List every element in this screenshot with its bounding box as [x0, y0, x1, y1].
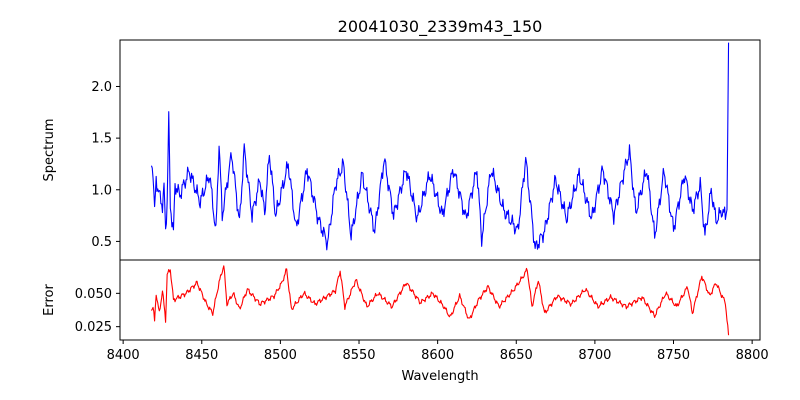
error-axes-frame	[119, 259, 761, 341]
x-tick-label: 8700	[578, 348, 611, 363]
x-tick-label: 8750	[657, 348, 690, 363]
chart-title: 20041030_2339m43_150	[338, 17, 543, 37]
spectrum-y-tick-label: 0.5	[91, 235, 112, 250]
x-ticks: 8400 8450 8500 8550 8600 8650 8700 8750 8800	[107, 340, 769, 363]
x-tick-label: 8400	[107, 348, 140, 363]
x-tick-label: 8650	[500, 348, 533, 363]
x-tick-label: 8450	[185, 348, 218, 363]
spectrum-y-tick-label: 1.5	[91, 132, 112, 147]
x-tick-label: 8550	[342, 348, 375, 363]
error-y-axis-label: Error	[42, 284, 57, 316]
x-tick-label: 8800	[736, 348, 769, 363]
spectrum-series	[150, 42, 730, 251]
spectrum-y-ticks: 0.5 1.0 1.5 2.0	[91, 80, 120, 250]
error-y-ticks: 0.025 0.050	[75, 287, 120, 335]
error-panel: 0.025 0.050 Error	[42, 259, 761, 341]
error-series	[150, 265, 730, 336]
x-tick-label: 8600	[421, 348, 454, 363]
spectrum-y-tick-label: 1.0	[91, 183, 112, 198]
error-y-tick-label: 0.050	[75, 287, 112, 302]
spectrum-series-line	[150, 42, 730, 251]
spectrum-y-tick-label: 2.0	[91, 80, 112, 95]
x-tick-label: 8500	[264, 348, 297, 363]
x-axis-label: Wavelength	[401, 369, 478, 384]
error-y-tick-label: 0.025	[75, 320, 112, 335]
error-series-line	[150, 265, 730, 336]
spectrum-y-axis-label: Spectrum	[42, 119, 57, 182]
